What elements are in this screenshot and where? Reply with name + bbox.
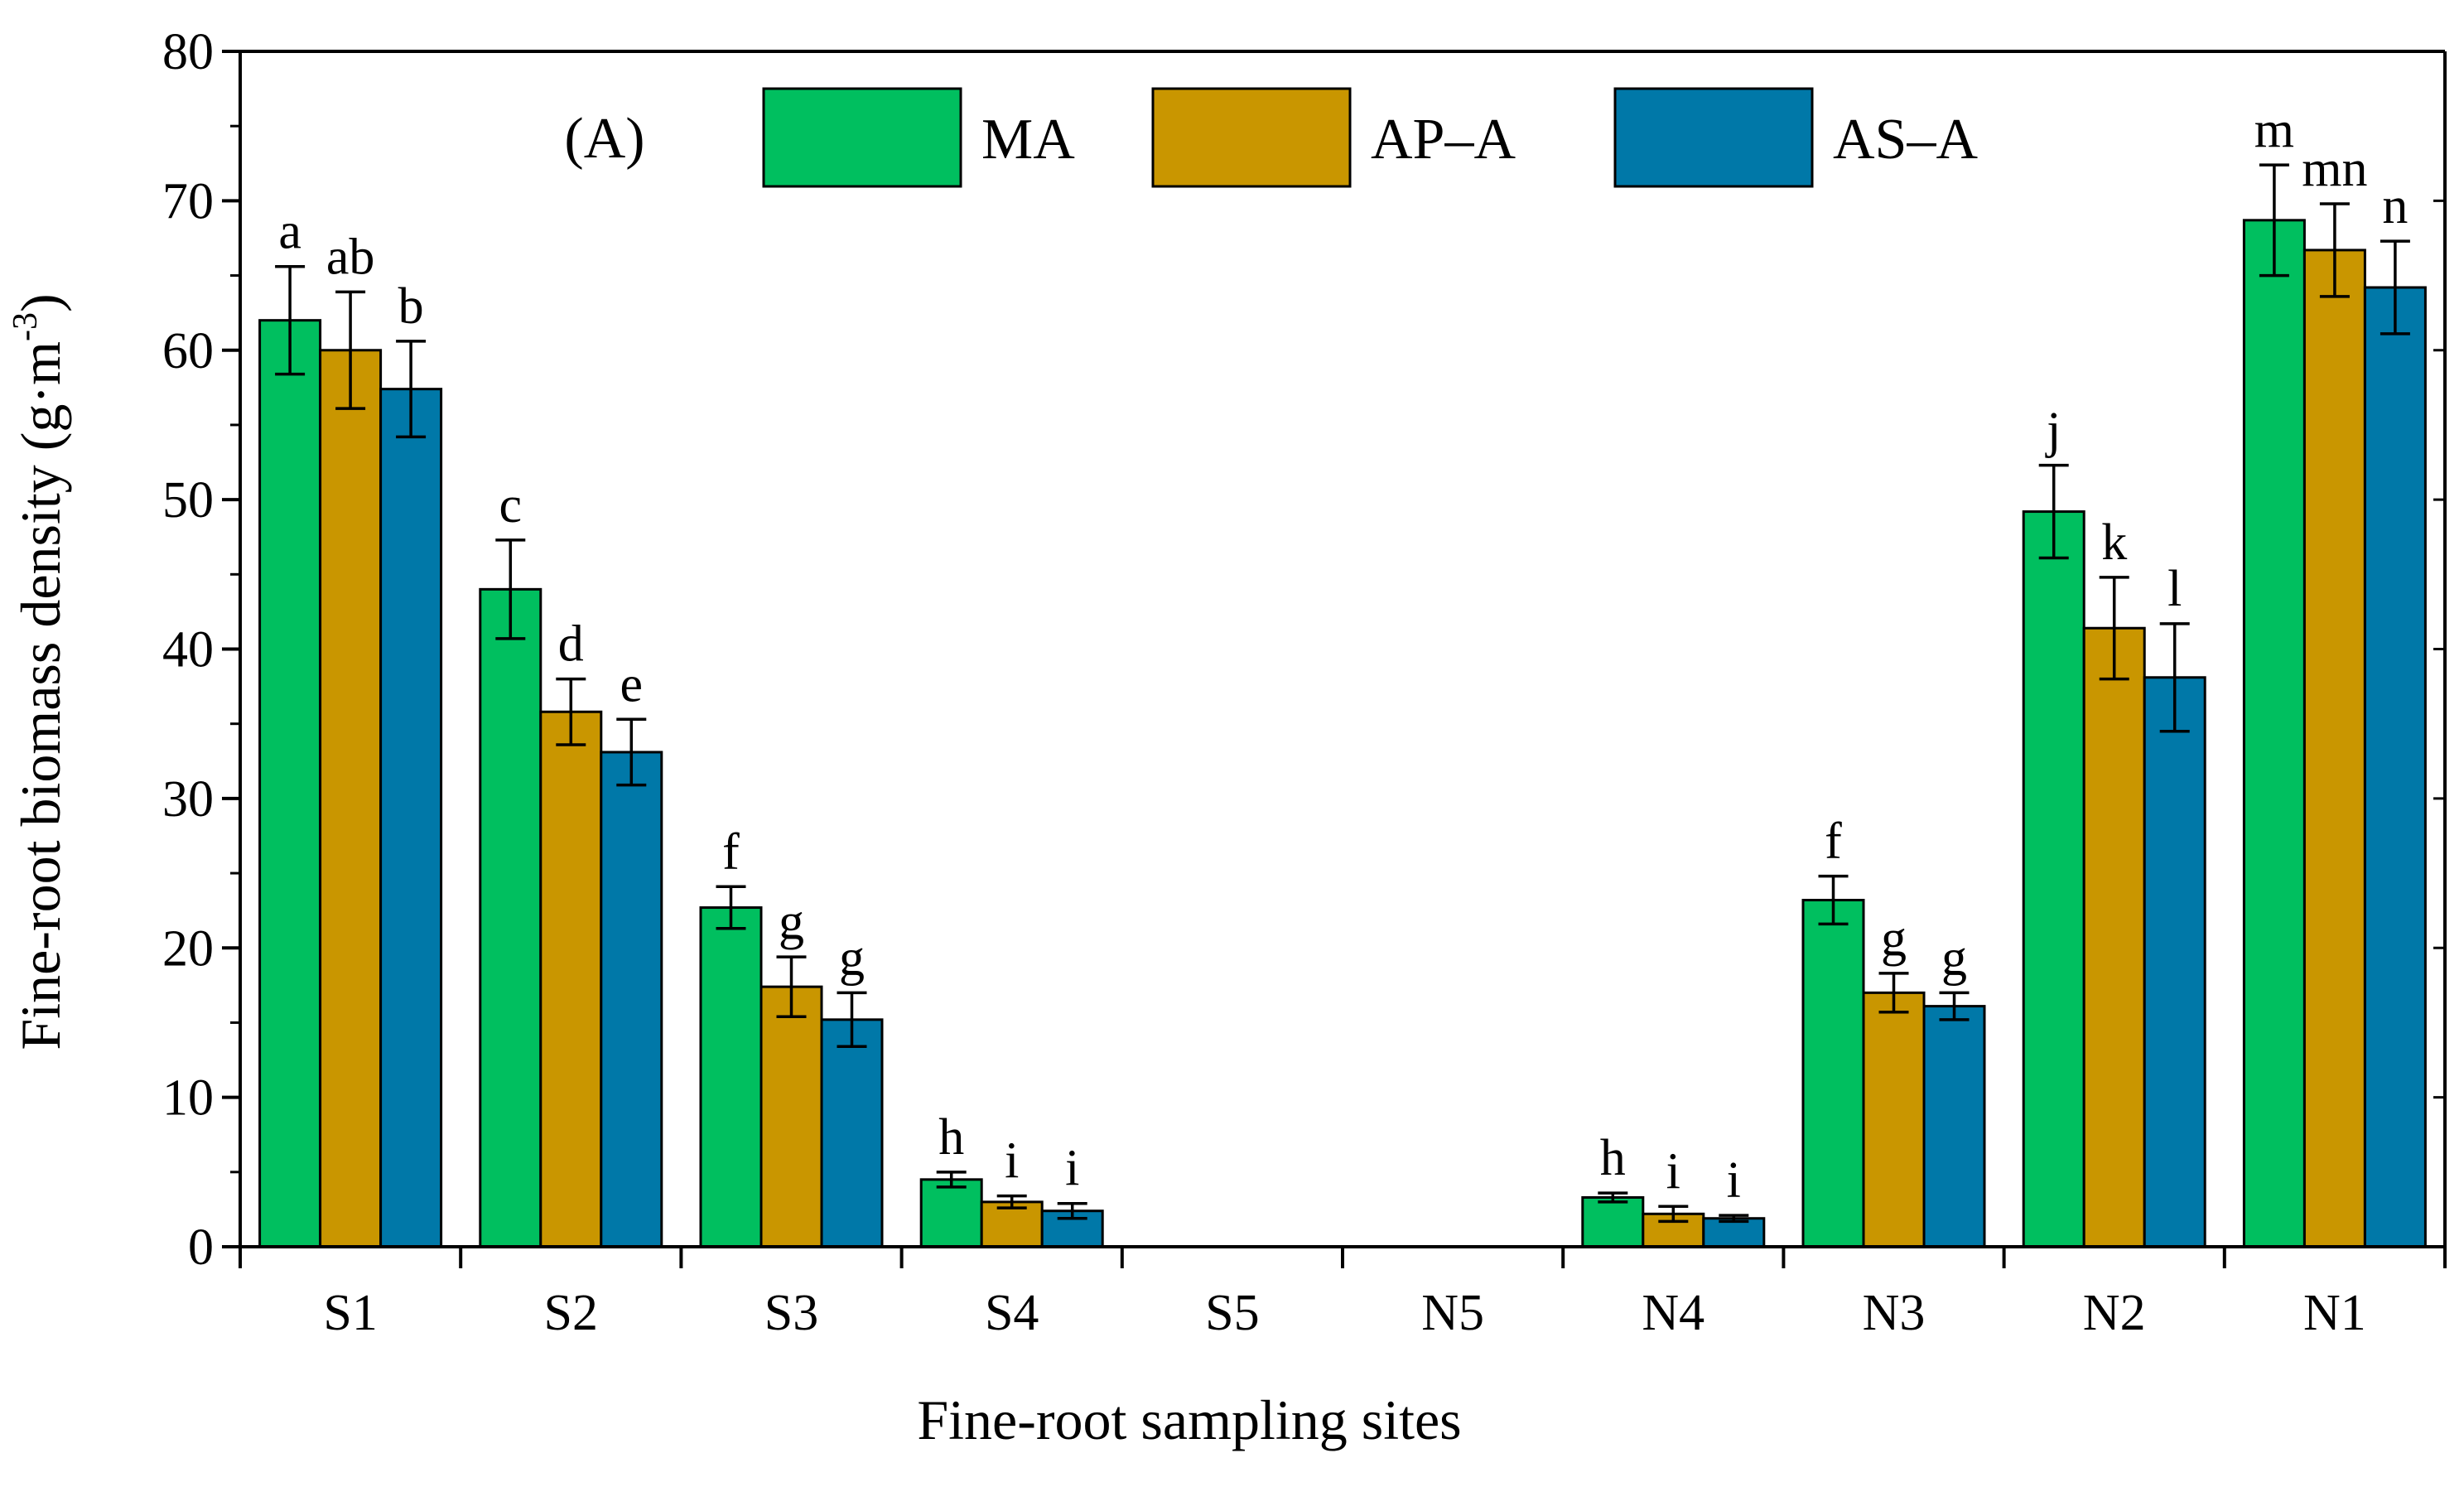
- letter-N2-AP–A: k: [2101, 514, 2127, 571]
- y-axis-title-close: ): [9, 293, 72, 312]
- legend-label-AP–A: AP–A: [1371, 108, 1516, 171]
- x-tick-label-S2: S2: [544, 1285, 598, 1341]
- legend-swatch-AS–A: [1613, 87, 1814, 188]
- letter-S4-MA: h: [938, 1109, 964, 1166]
- letter-S3-MA: f: [722, 823, 740, 880]
- bar-N1-MA: [2242, 219, 2306, 1248]
- legend-swatch-AP–A: [1151, 87, 1352, 188]
- x-tick-label-N2: N2: [2083, 1285, 2146, 1341]
- legend-label-AS–A: AS–A: [1833, 108, 1978, 171]
- y-tick-label-40: 40: [162, 622, 214, 678]
- x-axis-title: Fine-root sampling sites: [917, 1388, 1461, 1451]
- x-tick-label-S5: S5: [1205, 1285, 1259, 1341]
- legend-swatch-MA: [762, 87, 962, 188]
- letter-N3-MA: f: [1825, 814, 1842, 870]
- y-tick-label-50: 50: [162, 472, 214, 529]
- bar-N3-AS–A: [1922, 1005, 1986, 1248]
- letter-S1-AP–A: ab: [326, 229, 375, 285]
- bar-S3-AP–A: [759, 985, 823, 1248]
- y-tick-label-70: 70: [162, 173, 214, 229]
- y-tick-label-20: 20: [162, 920, 214, 977]
- y-axis-title-superscript: -3: [7, 312, 45, 341]
- letter-S1-AS–A: b: [398, 278, 424, 335]
- x-tick-label-N5: N5: [1421, 1285, 1484, 1341]
- letter-S2-AS–A: e: [620, 656, 644, 712]
- y-tick-label-10: 10: [162, 1070, 214, 1127]
- letter-S4-AS–A: i: [1065, 1141, 1079, 1197]
- letter-N4-AP–A: i: [1666, 1143, 1680, 1200]
- x-tick-label-S4: S4: [985, 1285, 1039, 1341]
- letter-N1-AP–A: mn: [2302, 141, 2367, 197]
- letter-S4-AP–A: i: [1005, 1133, 1019, 1190]
- bar-N3-AP–A: [1862, 991, 1926, 1248]
- x-tick-label-S3: S3: [764, 1285, 818, 1341]
- bar-N4-AS–A: [1702, 1217, 1766, 1248]
- letter-N2-AS–A: l: [2167, 561, 2182, 617]
- error-bars-group: [275, 163, 2410, 1224]
- y-tick-label-30: 30: [162, 771, 214, 828]
- bar-S2-AP–A: [539, 710, 603, 1248]
- bar-S2-AS–A: [600, 751, 663, 1248]
- bar-S3-AS–A: [820, 1018, 884, 1248]
- bar-S1-AS–A: [379, 388, 443, 1248]
- bar-N2-MA: [2022, 510, 2085, 1248]
- legend-label-MA: MA: [981, 108, 1075, 171]
- x-tick-label-N1: N1: [2303, 1285, 2366, 1341]
- letter-N4-AS–A: i: [1727, 1152, 1741, 1209]
- panel-label: (A): [564, 107, 644, 171]
- letter-N2-MA: j: [2045, 403, 2061, 459]
- bar-N2-AS–A: [2143, 676, 2206, 1248]
- x-tick-label-S1: S1: [323, 1285, 377, 1341]
- letter-S2-MA: c: [499, 477, 523, 533]
- letter-S3-AS–A: g: [839, 929, 865, 986]
- y-tick-label-60: 60: [162, 323, 214, 379]
- x-tick-label-N3: N3: [1863, 1285, 1926, 1341]
- y-tick-label-80: 80: [162, 24, 214, 80]
- letter-S3-AP–A: g: [779, 894, 804, 950]
- bar-N3-MA: [1801, 899, 1865, 1248]
- letter-N1-MA: m: [2254, 102, 2294, 158]
- bar-N2-AP–A: [2082, 626, 2146, 1248]
- letter-S2-AP–A: d: [558, 616, 584, 673]
- y-axis-title-main: Fine-root biomass density (g·m: [9, 341, 72, 1050]
- letter-N1-AS–A: n: [2382, 178, 2408, 234]
- x-tick-label-N4: N4: [1642, 1285, 1705, 1341]
- bar-S2-MA: [479, 587, 542, 1248]
- letter-N3-AP–A: g: [1881, 910, 1907, 967]
- bar-S1-AP–A: [319, 349, 383, 1248]
- bars-group: [258, 219, 2427, 1248]
- bar-N4-MA: [1581, 1195, 1645, 1248]
- bar-S1-MA: [258, 319, 322, 1248]
- bar-S4-MA: [919, 1178, 983, 1248]
- bar-N1-AS–A: [2363, 286, 2427, 1248]
- letter-S1-MA: a: [278, 204, 301, 260]
- y-axis-title: Fine-root biomass density (g·m-3): [7, 293, 72, 1050]
- letter-N3-AS–A: g: [1941, 929, 1967, 986]
- bar-N1-AP–A: [2302, 249, 2366, 1248]
- bar-S3-MA: [699, 906, 763, 1248]
- letter-N4-MA: h: [1600, 1130, 1626, 1186]
- legend: MA AP–A AS–A: [762, 87, 1978, 188]
- y-tick-label-0: 0: [188, 1219, 214, 1276]
- axes-group: 0 10 20 30 40 50 60 70 80 S1 S2 S3 S4 S5 N5 N4 N3 N2 N1: [162, 24, 2447, 1341]
